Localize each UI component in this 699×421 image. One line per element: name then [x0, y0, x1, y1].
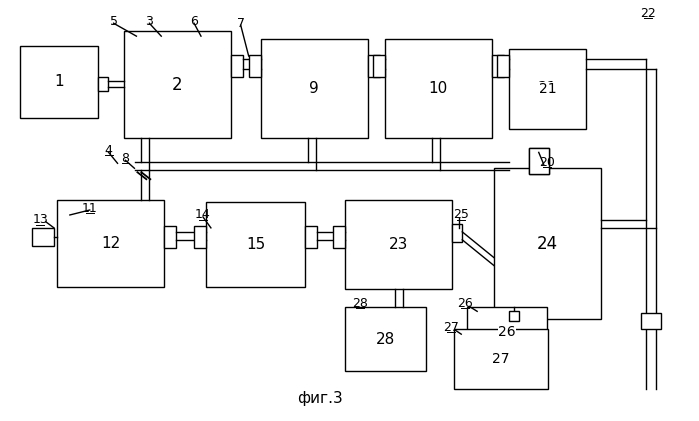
Text: 24: 24: [537, 235, 559, 253]
Bar: [509, 49, 586, 128]
Text: 22: 22: [640, 7, 656, 20]
Bar: [467, 307, 547, 357]
Text: 26: 26: [498, 325, 516, 339]
Bar: [529, 149, 549, 174]
Bar: [373, 55, 384, 77]
Bar: [509, 312, 519, 321]
Text: 23: 23: [389, 237, 408, 252]
Text: 2: 2: [172, 76, 182, 94]
Bar: [164, 226, 176, 248]
Bar: [494, 168, 601, 319]
Text: 13: 13: [32, 213, 48, 226]
Text: 28: 28: [352, 297, 368, 310]
Bar: [492, 55, 504, 77]
Text: 8: 8: [122, 152, 129, 165]
Text: 1: 1: [54, 75, 64, 89]
Bar: [57, 200, 164, 288]
Bar: [641, 313, 661, 329]
Text: 5: 5: [110, 15, 117, 28]
Text: 20: 20: [539, 156, 554, 169]
Text: 15: 15: [246, 237, 265, 252]
Bar: [454, 329, 548, 389]
Bar: [206, 202, 305, 288]
Text: 28: 28: [376, 332, 396, 346]
Bar: [368, 55, 380, 77]
Text: 4: 4: [105, 144, 113, 157]
Bar: [231, 55, 243, 77]
Bar: [452, 224, 462, 242]
Text: 27: 27: [443, 321, 459, 334]
Text: 14: 14: [195, 208, 211, 221]
Text: 26: 26: [497, 325, 517, 340]
Bar: [98, 77, 108, 91]
Text: 7: 7: [237, 17, 245, 30]
Bar: [384, 39, 492, 139]
Text: 1: 1: [54, 75, 64, 89]
Text: 12: 12: [101, 236, 120, 251]
Text: 28: 28: [376, 332, 396, 346]
Bar: [529, 149, 549, 174]
Text: 27: 27: [491, 352, 510, 367]
Text: 6: 6: [190, 15, 198, 28]
Bar: [20, 46, 98, 117]
Text: 12: 12: [101, 236, 120, 251]
Bar: [32, 228, 54, 246]
Bar: [261, 39, 368, 139]
Text: 10: 10: [428, 81, 448, 96]
Bar: [345, 200, 452, 290]
Text: 25: 25: [454, 208, 469, 221]
Text: 15: 15: [246, 237, 265, 252]
Text: 9: 9: [310, 81, 319, 96]
Text: фиг.3: фиг.3: [297, 391, 343, 406]
Text: 21: 21: [539, 82, 556, 96]
Text: 23: 23: [389, 237, 408, 252]
Bar: [345, 307, 426, 371]
Text: 2: 2: [173, 77, 182, 92]
Text: 24: 24: [538, 236, 557, 251]
Text: 11: 11: [82, 202, 98, 215]
Bar: [497, 55, 509, 77]
Text: 26: 26: [457, 297, 473, 310]
Bar: [333, 226, 345, 248]
Text: 9: 9: [310, 81, 319, 96]
Bar: [194, 226, 206, 248]
Text: 27: 27: [492, 352, 510, 366]
Text: 10: 10: [428, 81, 448, 96]
Text: 3: 3: [145, 15, 153, 28]
Text: 21: 21: [538, 81, 557, 96]
Bar: [249, 55, 261, 77]
Bar: [305, 226, 317, 248]
Bar: [124, 31, 231, 139]
